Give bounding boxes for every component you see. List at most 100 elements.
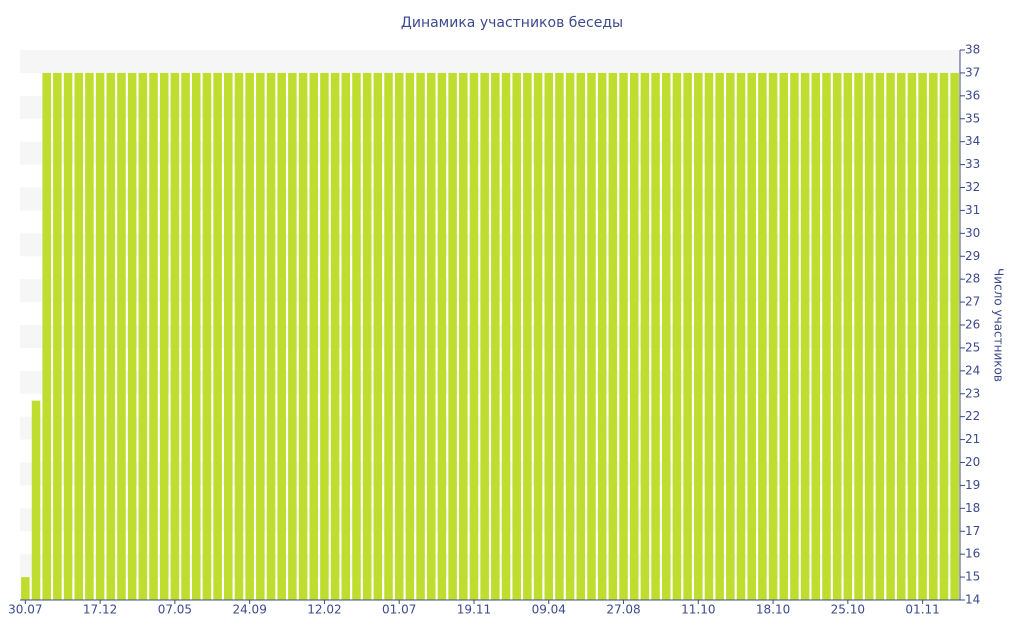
bar	[736, 72, 746, 600]
bar	[843, 72, 853, 600]
bar	[31, 400, 41, 600]
bar	[234, 72, 244, 600]
grid-band	[20, 462, 960, 486]
x-tick-label: 07.05	[158, 603, 192, 617]
bar	[576, 72, 586, 600]
bar	[224, 72, 233, 600]
y-tick-label: 36	[965, 88, 980, 102]
grid-band	[20, 187, 960, 211]
bar	[672, 72, 682, 600]
bar	[117, 72, 126, 600]
x-tick-label: 01.11	[905, 603, 939, 617]
bar	[373, 72, 383, 600]
bar	[747, 72, 756, 600]
bar	[533, 72, 543, 600]
bar	[629, 72, 639, 600]
bar	[181, 72, 190, 600]
y-tick-label: 14	[965, 593, 980, 607]
bar	[384, 72, 393, 600]
y-tick-label: 22	[965, 409, 980, 423]
bar	[512, 72, 521, 600]
y-tick-label: 17	[965, 524, 980, 538]
y-tick-label: 29	[965, 249, 980, 263]
x-tick-label: 25.10	[831, 603, 865, 617]
grid-band	[20, 370, 960, 394]
x-tick-label: 17.12	[83, 603, 117, 617]
y-tick-label: 25	[965, 340, 980, 354]
grid-band	[20, 416, 960, 440]
y-tick-label: 31	[965, 203, 980, 217]
bar	[597, 72, 607, 600]
bar	[651, 72, 660, 600]
bar	[309, 72, 319, 600]
bar	[63, 72, 73, 600]
grid-band	[20, 50, 960, 73]
bar	[683, 72, 692, 600]
y-tick-label: 33	[965, 157, 980, 171]
bar	[127, 72, 137, 600]
y-tick-label: 27	[965, 295, 980, 309]
bar	[704, 72, 714, 600]
bar	[469, 72, 479, 600]
bar	[501, 72, 511, 600]
grid-band	[20, 141, 960, 165]
bar	[480, 72, 489, 600]
bar	[929, 72, 938, 600]
bar	[694, 72, 703, 600]
bar	[341, 72, 351, 600]
bar	[565, 72, 575, 600]
bar	[85, 72, 94, 600]
bar	[587, 72, 596, 600]
bar	[939, 72, 949, 600]
x-tick-label: 12.02	[307, 603, 341, 617]
x-tick-label: 24.09	[232, 603, 266, 617]
y-tick-label: 21	[965, 432, 980, 446]
bar	[149, 72, 158, 600]
bar	[758, 72, 767, 600]
y-tick-label: 16	[965, 547, 980, 561]
chart-title: Динамика участников беседы	[401, 15, 623, 31]
bar	[950, 72, 959, 600]
bar	[640, 72, 650, 600]
y-tick-label: 28	[965, 272, 980, 286]
bar	[555, 72, 564, 600]
bar	[394, 72, 404, 600]
bar	[619, 72, 628, 600]
bar	[608, 72, 618, 600]
y-tick-label: 18	[965, 501, 980, 515]
y-tick-label: 30	[965, 226, 980, 240]
bar	[266, 72, 276, 600]
bar	[21, 577, 30, 600]
y-axis-title: Число участников	[992, 268, 1006, 382]
x-tick-label: 01.07	[382, 603, 416, 617]
bar	[907, 72, 917, 600]
bar	[170, 72, 180, 600]
bar	[362, 72, 372, 600]
bar	[896, 72, 906, 600]
grid-band	[20, 325, 960, 348]
grid-band	[20, 233, 960, 257]
bar	[53, 72, 62, 600]
bar	[886, 72, 895, 600]
bar	[245, 72, 254, 600]
bar	[191, 72, 201, 600]
bar	[138, 72, 148, 600]
grid-band	[20, 279, 960, 303]
bar	[405, 72, 415, 600]
bar	[779, 72, 789, 600]
bar	[352, 72, 361, 600]
bar	[768, 72, 778, 600]
bar	[448, 72, 457, 600]
bar	[330, 72, 340, 600]
x-tick-label: 30.07	[8, 603, 42, 617]
y-tick-label: 34	[965, 134, 980, 148]
bar	[854, 72, 863, 600]
y-tick-label: 38	[965, 43, 980, 57]
bar	[544, 72, 554, 600]
y-tick-label: 19	[965, 478, 980, 492]
bar	[426, 72, 436, 600]
bar	[202, 72, 212, 600]
bar	[726, 72, 735, 600]
bar	[320, 72, 329, 600]
